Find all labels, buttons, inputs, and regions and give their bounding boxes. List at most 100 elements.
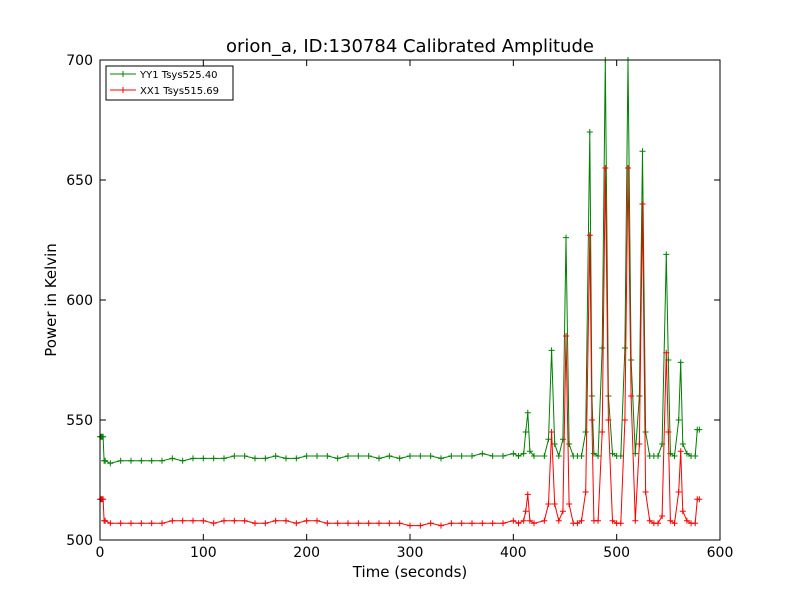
series-0-point-14: [190, 455, 196, 462]
series-0-point-26: [314, 453, 320, 459]
series-0-point-46: [515, 453, 522, 459]
series-1-point-52: [541, 517, 548, 524]
series-0-point-24: [293, 455, 300, 462]
series-0-point-32: [376, 455, 382, 462]
series-1-point-14: [190, 517, 196, 524]
series-1-point-83: [655, 520, 661, 527]
series-0-point-40: [458, 453, 465, 459]
series-0-point-23: [283, 455, 289, 462]
series-0-point-35: [407, 453, 413, 459]
series-0-point-19: [241, 453, 248, 459]
series-0-point-18: [231, 453, 238, 459]
series-1-point-85: [663, 349, 670, 356]
series-1-point-89: [675, 489, 682, 495]
series-0-point-90: [677, 359, 684, 366]
series-1-point-7: [117, 520, 124, 527]
series-0-point-55: [551, 441, 558, 447]
x-tick-label-5: 500: [603, 545, 630, 561]
series-0-point-73: [617, 453, 624, 459]
series-0-point-28: [334, 455, 341, 462]
series-0-point-41: [469, 453, 475, 459]
series-1-point-55: [551, 501, 558, 507]
series-1-point-87: [667, 517, 674, 524]
series-0-point-21: [262, 455, 269, 462]
series-0-point-83: [655, 453, 661, 459]
series-0-point-44: [500, 453, 506, 459]
legend-marker-1: [120, 87, 126, 93]
series-1-point-67: [595, 517, 602, 524]
series-0-point-85: [663, 251, 670, 258]
series-1-point-33: [386, 520, 393, 527]
series-0-point-91: [679, 441, 686, 447]
series-1-point-26: [314, 517, 320, 524]
y-axis-label: Power in Kelvin: [42, 243, 60, 357]
series-0-point-9: [138, 457, 145, 464]
series-0-point-10: [148, 457, 155, 464]
series-0-point-62: [578, 453, 585, 459]
y-tick-label-0: 500: [66, 533, 93, 549]
series-1-point-25: [303, 517, 310, 524]
series-0: [97, 57, 703, 467]
series-1-point-38: [438, 522, 444, 529]
x-tick-label-3: 300: [397, 545, 424, 561]
x-tick-label-2: 200: [293, 545, 320, 561]
series-1-point-96: [696, 496, 703, 503]
series-1-point-35: [407, 522, 413, 529]
y-tick-label-1: 550: [66, 413, 93, 429]
series-1-point-6: [107, 520, 114, 527]
series-0-point-36: [417, 453, 424, 459]
x-tick-label-6: 600: [707, 545, 734, 561]
series-0-point-94: [692, 453, 699, 459]
y-tick-label-4: 700: [66, 53, 93, 69]
y-tick-label-3: 650: [66, 173, 93, 189]
series-0-point-17: [221, 455, 227, 462]
series-1-point-10: [148, 520, 155, 527]
series-0-point-27: [324, 453, 331, 459]
series-1-point-43: [489, 520, 496, 527]
series-0-point-7: [117, 457, 124, 464]
series-1-point-9: [138, 520, 145, 527]
series-1-point-20: [252, 520, 258, 527]
series-0-point-8: [128, 457, 134, 464]
series-1-point-71: [609, 517, 616, 524]
series-1-point-57: [559, 508, 566, 515]
series-1-point-65: [588, 417, 595, 423]
series-1-point-34: [396, 520, 403, 527]
series-1-point-24: [293, 520, 300, 527]
series-1-point-37: [427, 520, 434, 527]
series-0-point-63: [582, 429, 589, 435]
series-1-point-79: [639, 201, 646, 207]
series-1-point-49: [524, 491, 531, 498]
series-0-point-13: [179, 457, 186, 464]
series-0-point-57: [559, 436, 566, 443]
series-1-point-92: [683, 517, 690, 524]
x-tick-label-4: 400: [500, 545, 527, 561]
series-1-point-76: [628, 393, 635, 399]
series-0-point-11: [159, 457, 165, 464]
series-1-point-41: [469, 520, 475, 527]
series-1-point-30: [355, 520, 362, 527]
series-1-point-70: [605, 417, 612, 423]
series-1-point-56: [555, 517, 562, 524]
series-1-point-48: [522, 508, 529, 515]
series-1-point-42: [479, 520, 486, 527]
series-1-point-59: [566, 501, 573, 507]
legend-label-0: YY1 Tsys525.40: [139, 70, 218, 81]
series-1-point-84: [659, 513, 666, 519]
series-0-point-25: [303, 453, 310, 459]
series-1-point-23: [283, 517, 289, 524]
series-1-point-50: [526, 517, 533, 524]
series-1-point-77: [632, 517, 639, 524]
series-1-point-86: [665, 429, 672, 435]
series-0-point-58: [563, 234, 570, 241]
series-0-point-52: [541, 453, 548, 459]
plot-series-group: [97, 57, 703, 529]
series-0-point-20: [252, 455, 258, 462]
series-0-point-59: [566, 441, 573, 447]
series-1-point-13: [179, 517, 186, 524]
series-0-point-42: [479, 450, 486, 457]
series-1-point-3: [100, 496, 107, 503]
series-0-point-38: [438, 455, 444, 462]
series-1-point-80: [642, 489, 649, 495]
